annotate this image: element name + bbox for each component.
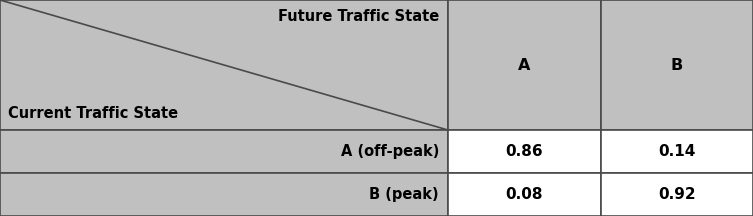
- Polygon shape: [601, 130, 753, 173]
- Polygon shape: [448, 173, 601, 216]
- Polygon shape: [0, 0, 448, 130]
- Text: Current Traffic State: Current Traffic State: [8, 106, 178, 121]
- Text: B: B: [671, 57, 683, 73]
- Polygon shape: [448, 0, 601, 130]
- Text: A: A: [518, 57, 530, 73]
- Text: 0.86: 0.86: [505, 144, 543, 159]
- Text: 0.08: 0.08: [505, 187, 543, 202]
- Text: 0.14: 0.14: [658, 144, 696, 159]
- Text: A (off-peak): A (off-peak): [340, 144, 439, 159]
- Polygon shape: [601, 0, 753, 130]
- Polygon shape: [0, 130, 448, 173]
- Polygon shape: [601, 173, 753, 216]
- Polygon shape: [448, 130, 601, 173]
- Text: B (peak): B (peak): [370, 187, 439, 202]
- Text: 0.92: 0.92: [658, 187, 696, 202]
- Text: Future Traffic State: Future Traffic State: [278, 9, 439, 24]
- Polygon shape: [0, 173, 448, 216]
